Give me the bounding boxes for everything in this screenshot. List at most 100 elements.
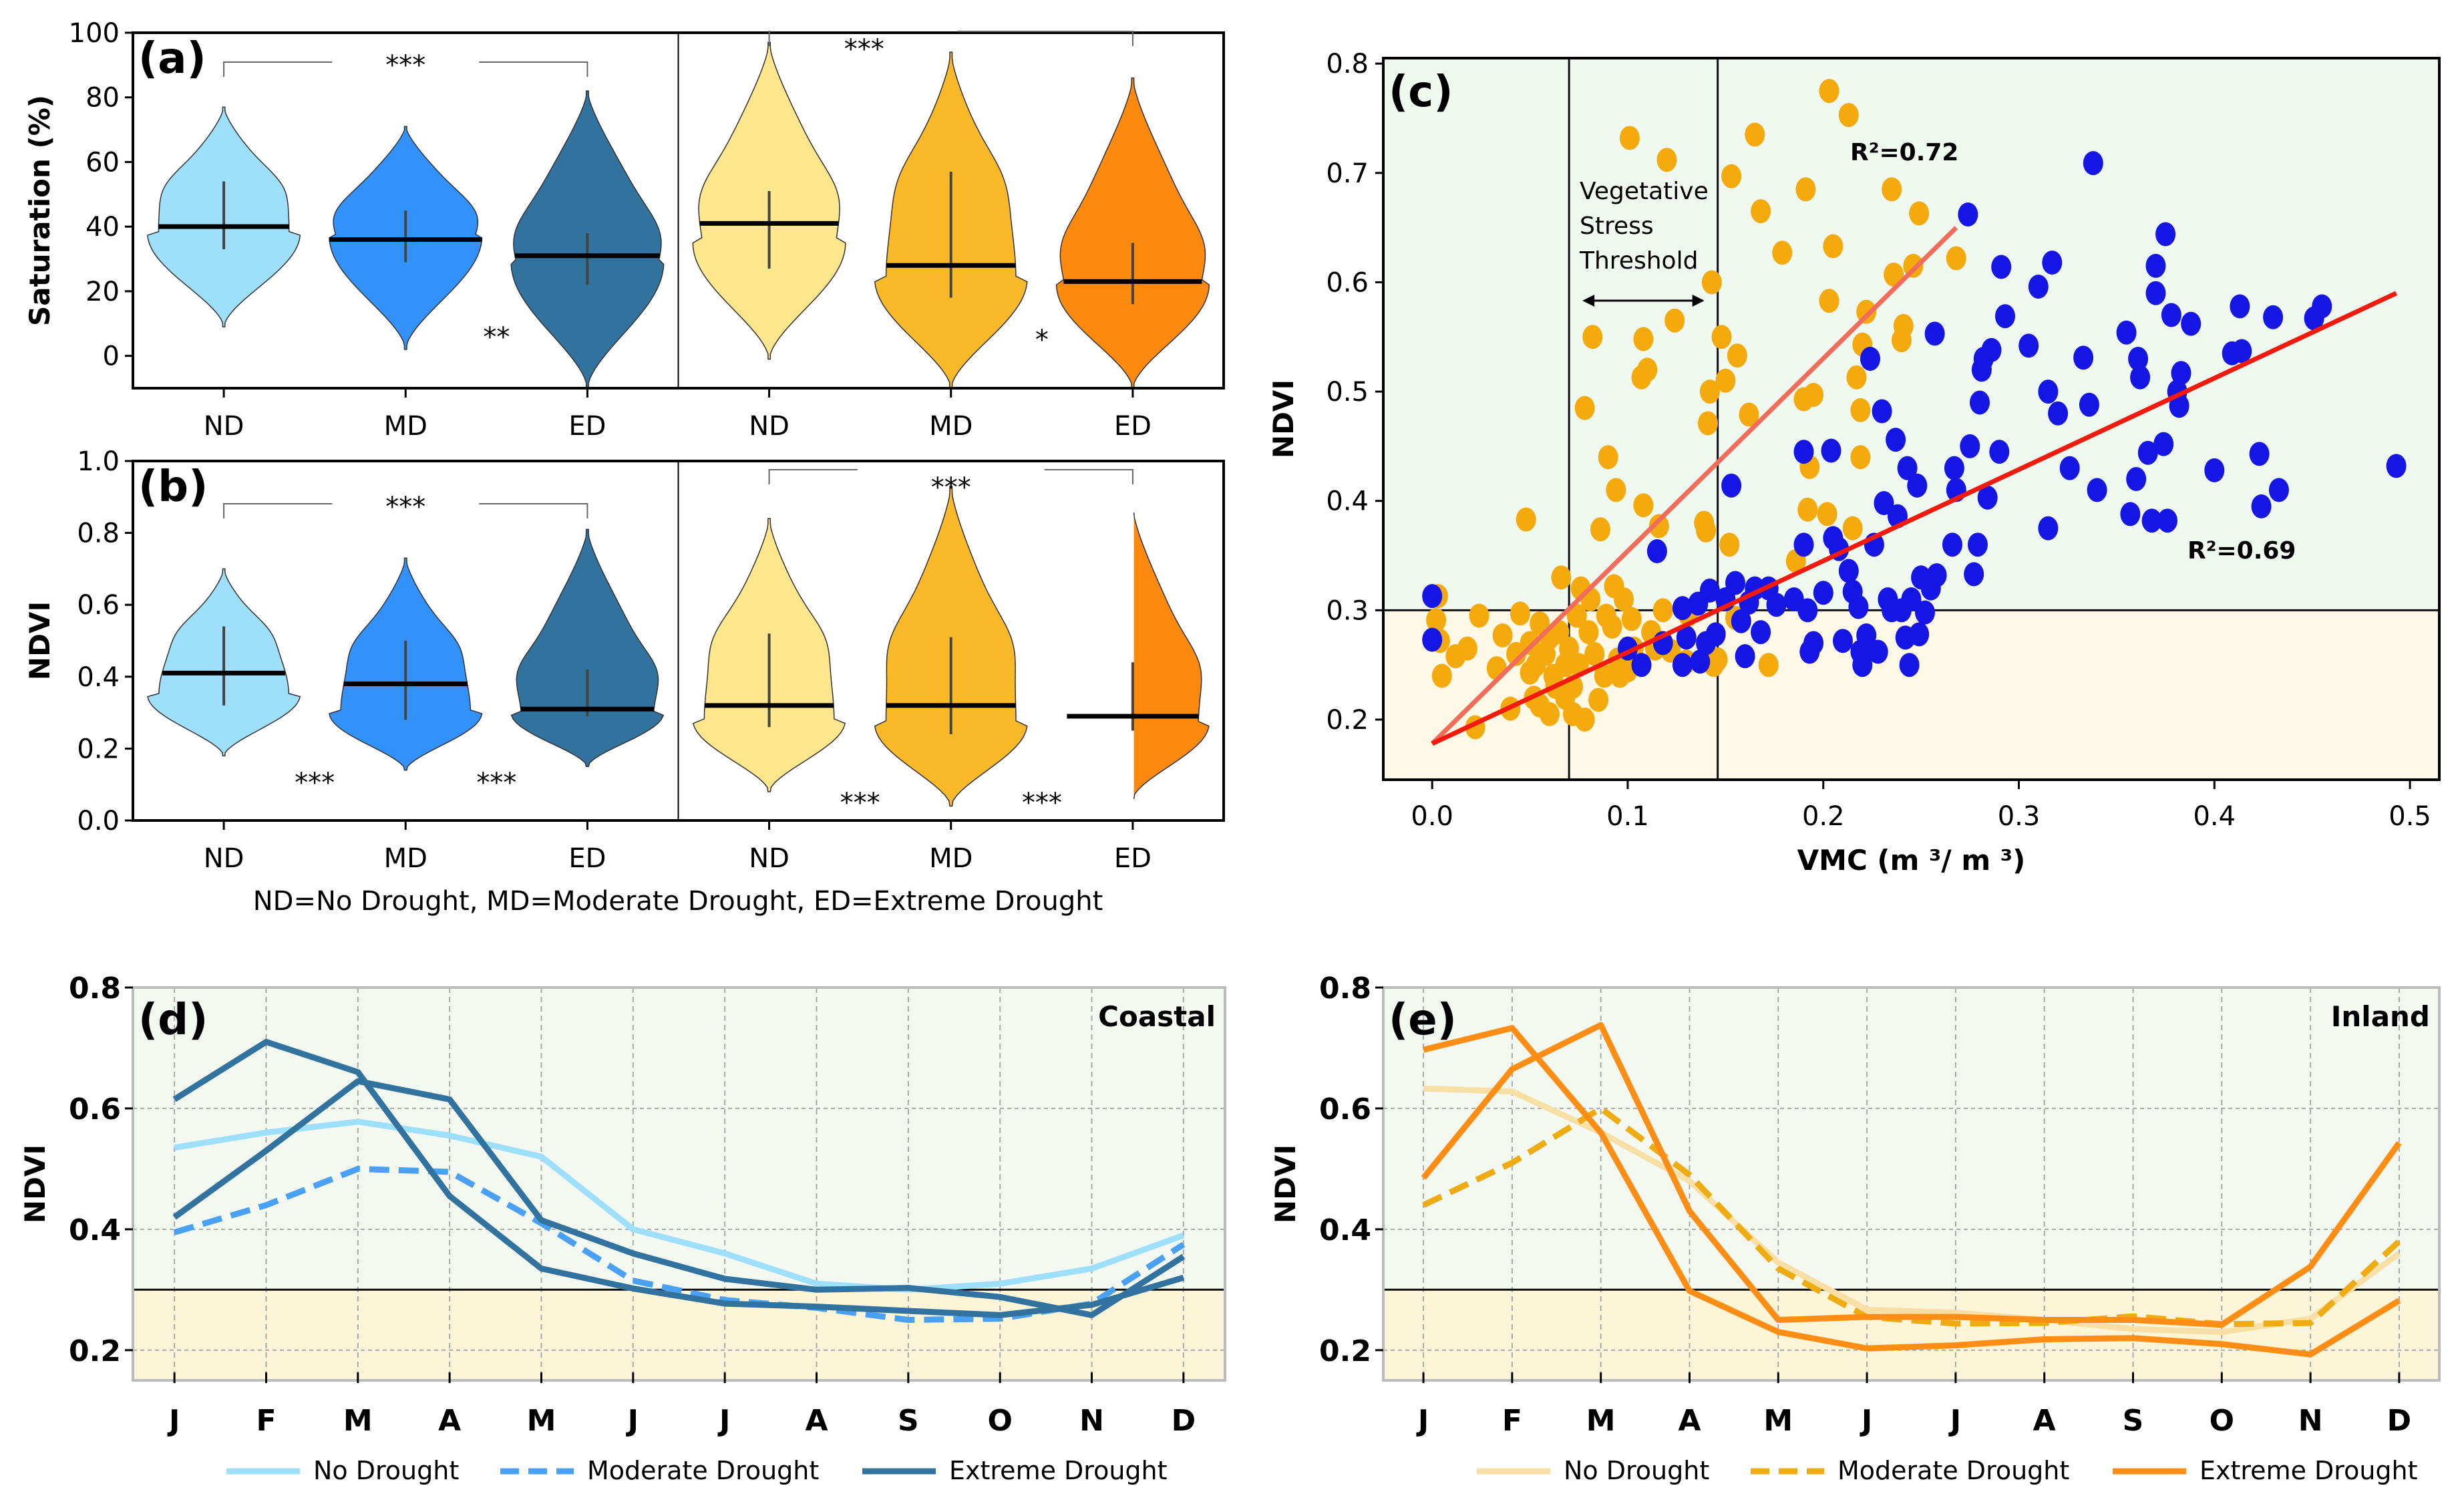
scatter-point-coastal [2038,380,2059,404]
y-tick-label: 0.5 [1326,377,1369,408]
y-tick-label: 0.6 [1326,267,1369,298]
scatter-point-coastal [1907,473,1928,498]
legend-label: No Drought [313,1456,459,1485]
scatter-point-inland [1819,79,1839,104]
scatter-point-coastal [1970,390,1990,415]
x-tick-label: ED [1114,843,1152,874]
scatter-point-coastal [2145,253,2166,278]
scatter-point-inland [1699,380,1720,404]
scatter-point-coastal [1848,595,1869,619]
significance-bracket [1044,469,1133,484]
scatter-point-coastal [2120,502,2141,526]
x-tick-label: J [167,1404,180,1438]
scatter-point-coastal [1915,600,1935,625]
stress-threshold-annotation: Vegetative [1580,178,1709,205]
scatter-point-coastal [1793,533,1814,557]
x-tick-label: M [1763,1404,1793,1438]
scatter-point-coastal [1705,622,1726,647]
y-tick-label: 80 [85,83,120,114]
legend: No Drought Moderate Drought Extreme Drough… [226,1456,1168,1485]
scatter-point-coastal [1860,347,1880,371]
scatter-point-inland [1516,507,1536,532]
legend-label: Extreme Drought [2199,1456,2418,1485]
significance-label: *** [295,768,335,798]
scatter-point-coastal [2116,320,2137,345]
x-tick-label: MD [929,411,973,442]
scatter-point-inland [1715,368,1736,393]
scatter-point-coastal [2249,442,2270,466]
scatter-point-inland [1817,502,1837,526]
x-tick-label: O [2210,1404,2234,1438]
significance-label: *** [840,788,880,818]
scatter-point-coastal [1646,539,1667,563]
scatter-point-inland [1803,383,1824,407]
scatter-point-coastal [1721,473,1742,498]
x-tick-label: MD [384,411,427,442]
x-tick-label: J [1416,1404,1429,1438]
scatter-point-inland [1884,263,1904,287]
scatter-point-inland [1823,234,1843,259]
scatter-point-coastal [1766,593,1787,617]
scatter-point-coastal [2155,222,2176,247]
scatter-point-inland [1797,497,1818,522]
scatter-point-coastal [1977,485,1998,510]
scatter-point-coastal [1699,578,1720,603]
scatter-point-coastal [1856,623,1877,647]
violins [147,485,1210,807]
scatter-point-coastal [2137,440,2158,465]
scatter-point-coastal [1968,533,1988,557]
scatter-point-inland [1846,365,1867,390]
legend-label: Moderate Drought [1837,1456,2069,1485]
x-tick-label: F [1502,1404,1522,1438]
scatter-point-inland [1606,478,1626,502]
x-tick-label: MD [929,843,973,874]
scatter-point-inland [1574,396,1595,420]
scatter-point-coastal [1731,609,1751,633]
scatter-point-coastal [2169,394,2189,418]
x-tick-label: A [1678,1404,1701,1438]
panel-title: Inland [2331,1000,2430,1033]
violins [147,41,1210,388]
scatter-point-coastal [1672,653,1693,677]
scatter-point-inland [1701,270,1722,295]
scatter-point-coastal [2145,281,2166,305]
scatter-point-coastal [2263,305,2284,329]
scatter-point-inland [1721,164,1742,188]
scatter-point-inland [1614,587,1634,611]
significance-label: * [1035,325,1049,355]
axes-frame [1382,57,2441,781]
significance-label: *** [931,472,971,503]
scatter-point-coastal [1672,596,1693,621]
scatter-point-coastal [1995,304,2015,329]
scatter-point-coastal [1797,598,1818,623]
series-line-extreme-drought [172,1038,1185,1318]
scatter-point-inland [1909,201,1930,226]
significance-bracket [223,503,333,518]
x-tick-label: ED [1114,411,1152,442]
y-tick-label: 0.4 [77,662,120,693]
scatter-point-coastal [1422,627,1443,652]
scatter-point-inland [1751,199,1771,224]
scatter-point-inland [1696,518,1717,543]
y-tick-label: 0.2 [77,734,120,764]
x-tick-label: J [1860,1404,1872,1438]
y-tick-label: 0.8 [77,518,120,549]
scatter-point-inland [1758,653,1779,677]
panel-label: (d) [138,996,208,1045]
y-tick-label: 40 [85,212,120,243]
x-tick-label: 0.4 [2193,801,2236,832]
y-tick-label: 0.2 [1319,1334,1371,1368]
scatter-point-inland [1795,177,1816,202]
scatter-point-coastal [2083,151,2103,176]
scatter-point-inland [1590,517,1610,542]
healthy-zone-background [1383,988,2439,1290]
x-tick-label: ED [568,411,606,442]
scatter-point-inland [1492,623,1513,647]
scatter-point-coastal [2141,508,2162,533]
legend: No Drought Moderate Drought Extreme Drough… [1477,1456,2418,1485]
y-axis-label: Saturation (%) [23,95,56,326]
scatter-point-coastal [2038,516,2059,541]
y-axis-label: NDVI [1269,1145,1302,1223]
violin-coastal-ED [510,529,665,768]
scatter-point-coastal [1981,337,2002,362]
